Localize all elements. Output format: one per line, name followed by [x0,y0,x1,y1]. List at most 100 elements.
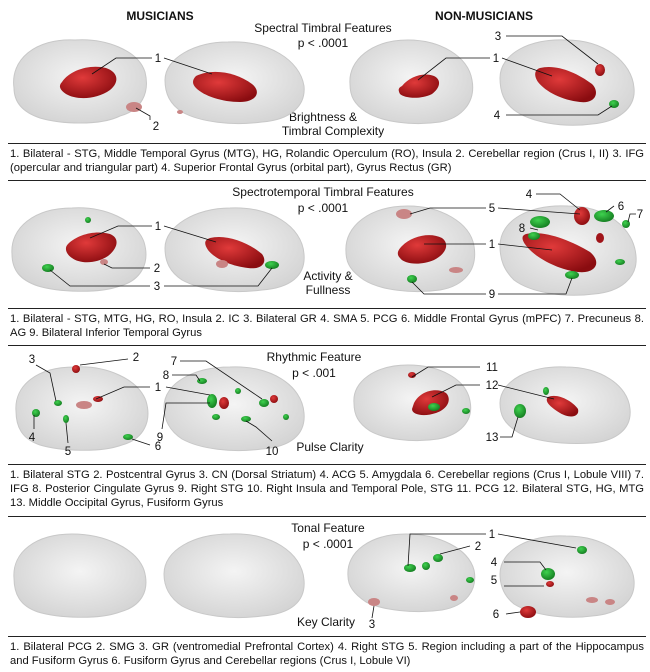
activation-cluster [412,390,449,416]
panel-tonal: Tonal Feature p < .0001 Key Clarity 1 2 … [13,521,635,631]
activation-cluster [59,66,117,99]
activation-cluster [520,606,536,618]
leader-line [91,57,152,75]
activation-cluster [433,554,443,562]
panel-caption: 1. Bilateral PCG 2. SMG 3. GR (ventromed… [10,641,644,667]
leader-line [506,105,613,116]
group-musicians: MUSICIANS [126,9,193,23]
panel-title: Tonal Feature [291,521,365,535]
activation-cluster [265,261,279,269]
activation-cluster [76,401,92,409]
activation-cluster [368,598,380,606]
region-label: 5 [489,203,495,215]
region-label: 1 [489,529,495,541]
activation-cluster [396,209,412,219]
activation-cluster [514,404,526,418]
activation-cluster [595,64,605,76]
panel-caption: 1. Bilateral - STG, MTG, HG, RO, Insula … [10,313,644,339]
activation-cluster [42,264,54,272]
region-label: 13 [486,432,499,444]
region-label: 1 [155,53,161,65]
leader-line [439,545,471,555]
leader-line [497,243,553,251]
leader-line [501,57,553,77]
activation-cluster [397,235,447,264]
divider [8,636,646,637]
activation-cluster [596,233,604,243]
leader-line [407,533,486,567]
leader-line [35,364,57,402]
leader-line [164,267,273,287]
leader-line [431,384,480,398]
activation-cluster [123,434,133,440]
leader-line [163,225,217,243]
leader-line [95,386,150,400]
panel-subtitle-line1: Activity & [303,269,352,283]
region-label: 4 [29,432,36,444]
activation-cluster [283,414,289,420]
region-label: 9 [157,432,163,444]
region-label: 4 [526,189,533,201]
divider [8,345,646,346]
leader-line [498,277,573,295]
divider [8,180,646,181]
brain-medial-right [499,535,635,618]
leader-line [49,269,150,287]
panel-caption: 1. Bilateral STG 2. Postcentral Gyrus 3.… [10,469,644,509]
leader-line [172,374,201,382]
region-label: 1 [489,239,495,251]
activation-cluster [65,232,117,263]
region-label: 2 [133,352,139,364]
leader-line [627,213,636,223]
activation-cluster [219,397,229,409]
region-label: 11 [486,362,498,374]
activation-cluster [574,207,590,225]
leader-line [131,438,151,446]
panel-subtitle-line2: Fullness [306,283,351,297]
activation-cluster [241,416,251,422]
activation-cluster [193,71,257,102]
leader-line [411,366,480,378]
activation-cluster [177,110,183,114]
region-label: 8 [163,370,169,382]
panel-title: Spectrotemporal Timbral Features [232,185,413,199]
divider [8,464,646,465]
activation-cluster [528,232,540,240]
panel-pvalue: p < .0001 [298,201,349,215]
region-label: 6 [155,441,161,453]
activation-cluster [546,395,579,417]
divider [8,143,646,144]
activation-cluster [212,414,220,420]
region-label: 7 [171,356,177,368]
activation-cluster [428,403,440,411]
panel-subtitle: Pulse Clarity [296,440,363,454]
group-nonmusicians: NON-MUSICIANS [435,9,533,23]
leader-line [497,533,577,549]
region-label: 1 [155,382,161,394]
activation-cluster [235,388,241,394]
leader-line [497,384,555,400]
leader-line [89,225,152,239]
activation-cluster [466,577,474,583]
activation-cluster [197,378,207,384]
leader-line [505,611,521,615]
panel-pvalue: p < .0001 [303,537,354,551]
activation-cluster [205,236,265,269]
activation-cluster [407,275,417,283]
leader-line [245,420,273,442]
activation-cluster [207,394,217,408]
leader-line [536,193,581,211]
panel-pvalue: p < .001 [292,366,336,380]
activation-cluster [462,408,470,414]
activation-cluster [450,595,458,601]
activation-cluster [85,217,91,223]
activation-cluster [530,216,550,228]
panel-subtitle-line2: Timbral Complexity [282,124,384,138]
activation-cluster [259,399,269,407]
leader-line [180,360,263,400]
region-label: 5 [491,575,497,587]
region-label: 3 [154,281,160,293]
leader-line [65,422,69,444]
leader-line [504,561,547,571]
